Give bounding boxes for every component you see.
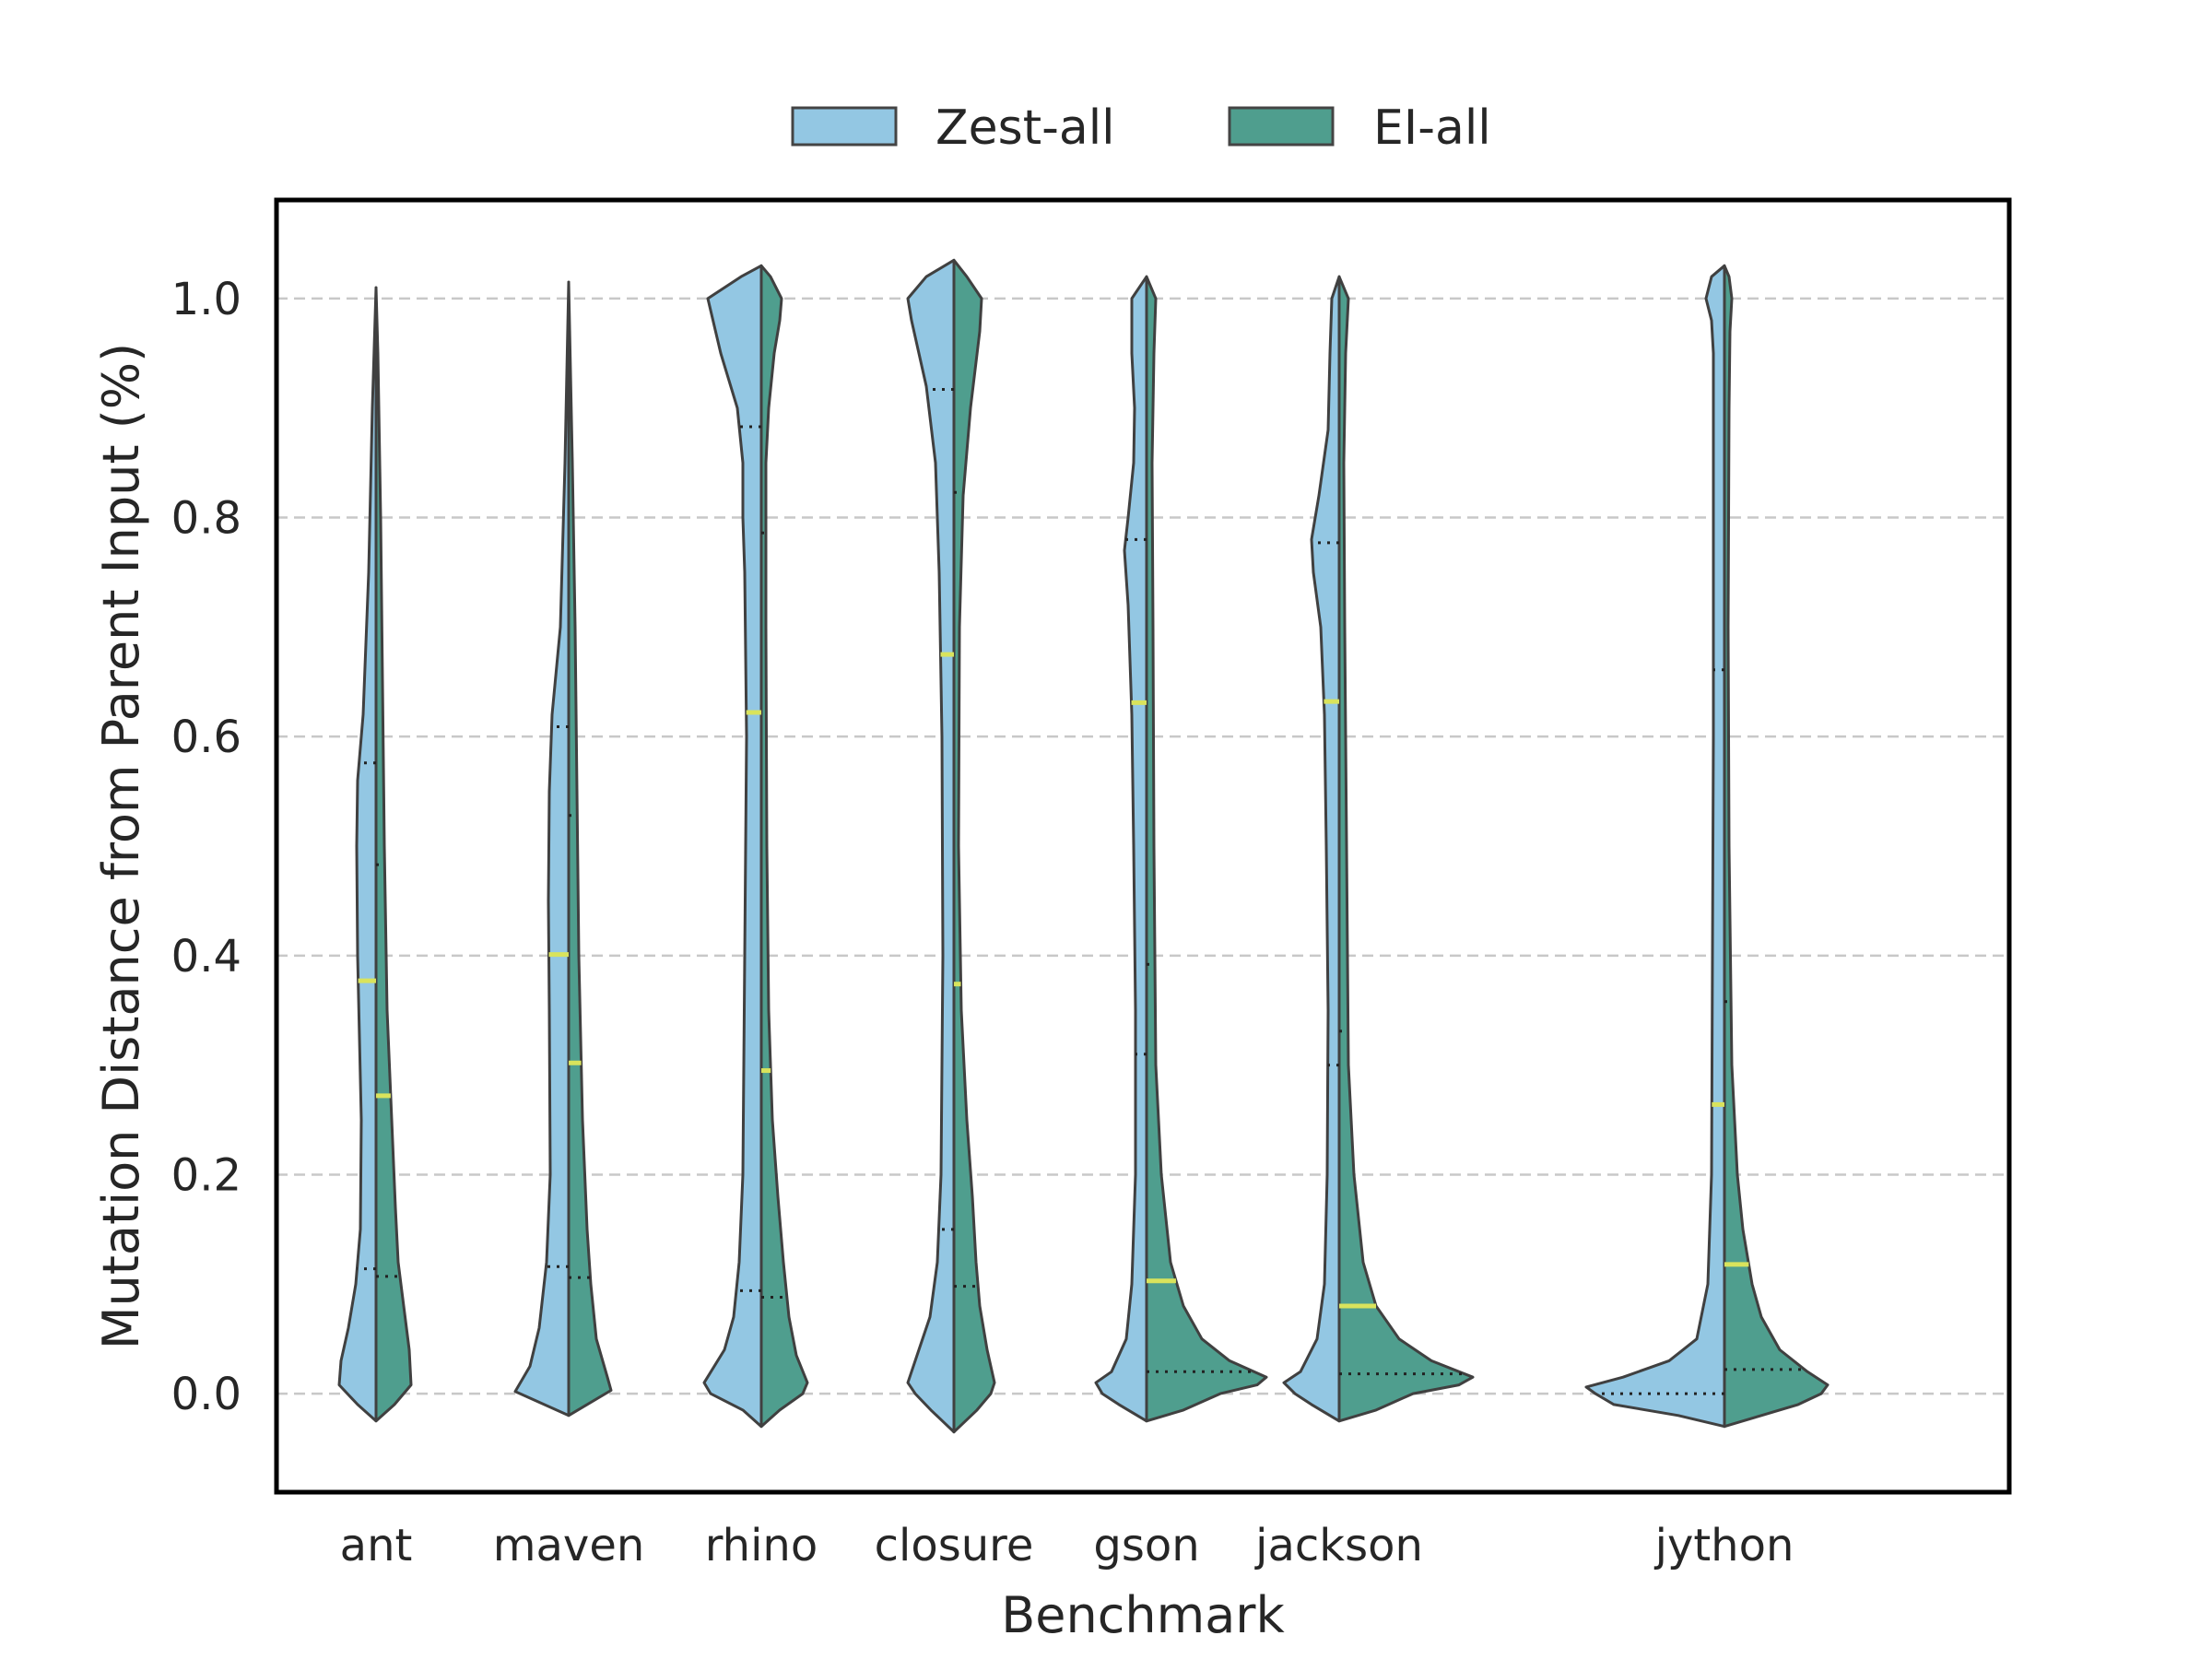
x-tick-label-maven: maven: [493, 1520, 645, 1571]
y-tick-label: 0.6: [171, 712, 241, 763]
legend-label-zest-all: Zest-all: [935, 100, 1115, 156]
x-tick-label-ant: ant: [340, 1520, 413, 1571]
violin-closure-zest-all: [906, 258, 956, 1434]
violin-rhino-zest-all: [702, 264, 763, 1429]
violin-ant-ei-all: [374, 286, 413, 1423]
violin-jackson-zest-all: [1282, 275, 1341, 1423]
y-tick-label: 0.0: [171, 1369, 241, 1420]
x-tick-labels: ant maven rhino closure gson jackson jython: [340, 1520, 1794, 1571]
violins: [337, 258, 1830, 1434]
legend-swatch-zest-all: [791, 106, 898, 147]
x-tick-label-jython: jython: [1654, 1520, 1794, 1571]
legend-swatch-ei-all: [1228, 106, 1335, 147]
x-tick-label-closure: closure: [875, 1520, 1034, 1571]
violin-closure-ei-all: [952, 258, 996, 1434]
y-tick-label: 0.2: [171, 1149, 241, 1201]
plot-frame: [274, 197, 2012, 1495]
violin-jython-ei-all: [1723, 264, 1830, 1429]
violin-jython-zest-all: [1584, 264, 1726, 1429]
y-tick-label: 0.4: [171, 931, 241, 982]
y-tick-labels: 0.0 0.2 0.4 0.6 0.8 1.0: [171, 274, 241, 1420]
x-tick-label-rhino: rhino: [705, 1520, 818, 1571]
violin-gson-zest-all: [1094, 275, 1148, 1423]
y-tick-label: 1.0: [171, 274, 241, 325]
y-tick-label: 0.8: [171, 493, 241, 545]
legend: Zest-all EI-all: [791, 100, 1491, 156]
quartile-lines: [357, 388, 1805, 1395]
violin-maven-zest-all: [513, 280, 571, 1418]
y-axis-label: Mutation Distance from Parent Input (%): [92, 343, 150, 1349]
x-tick-label-jackson: jackson: [1254, 1520, 1423, 1571]
legend-label-ei-all: EI-all: [1373, 100, 1491, 156]
violin-jackson-ei-all: [1337, 275, 1475, 1423]
violin-gson-ei-all: [1145, 275, 1268, 1423]
violin-ant-zest-all: [337, 286, 378, 1423]
violin-rhino-ei-all: [759, 264, 809, 1429]
x-axis-label: Benchmark: [1001, 1586, 1285, 1644]
violin-maven-ei-all: [567, 280, 613, 1418]
x-tick-label-gson: gson: [1093, 1520, 1199, 1571]
